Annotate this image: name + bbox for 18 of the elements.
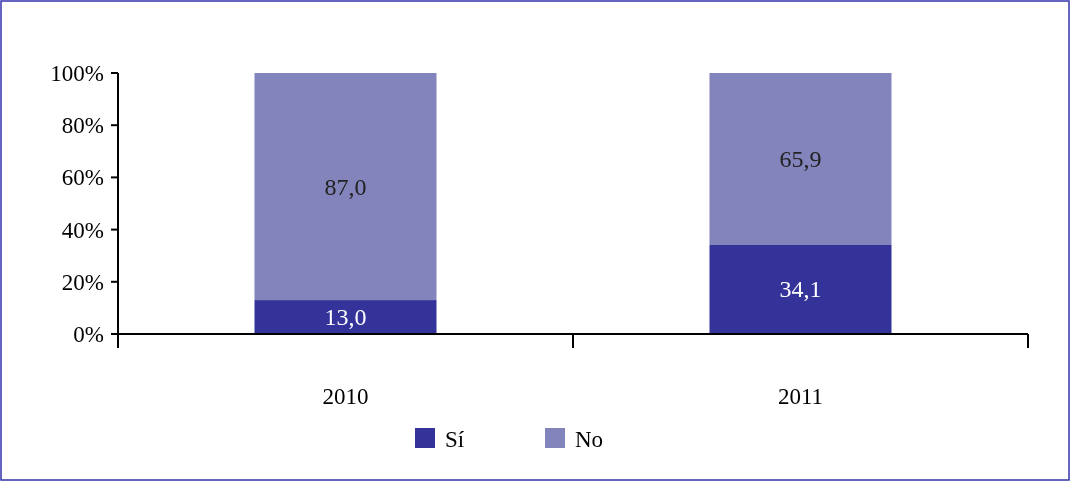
bar (254, 300, 437, 334)
y-tick-label: 20% (61, 269, 104, 295)
legend-label: Sí (445, 427, 465, 452)
data-label: 65,9 (779, 146, 822, 172)
y-tick-label: 80% (61, 113, 104, 139)
y-tick-label: 60% (61, 165, 104, 191)
bar (709, 73, 892, 245)
data-label: 87,0 (324, 173, 367, 200)
y-tick-label: 100% (50, 61, 104, 86)
bar (709, 245, 892, 334)
bar (254, 73, 437, 301)
x-tick-label: 2011 (777, 384, 824, 409)
x-tick-label: 2010 (322, 384, 369, 409)
legend-label: No (575, 427, 604, 452)
y-tick-label: 0% (73, 322, 104, 347)
y-tick-label: 40% (61, 217, 104, 243)
data-label: 13,0 (324, 304, 367, 331)
data-label: 34,1 (779, 276, 822, 303)
